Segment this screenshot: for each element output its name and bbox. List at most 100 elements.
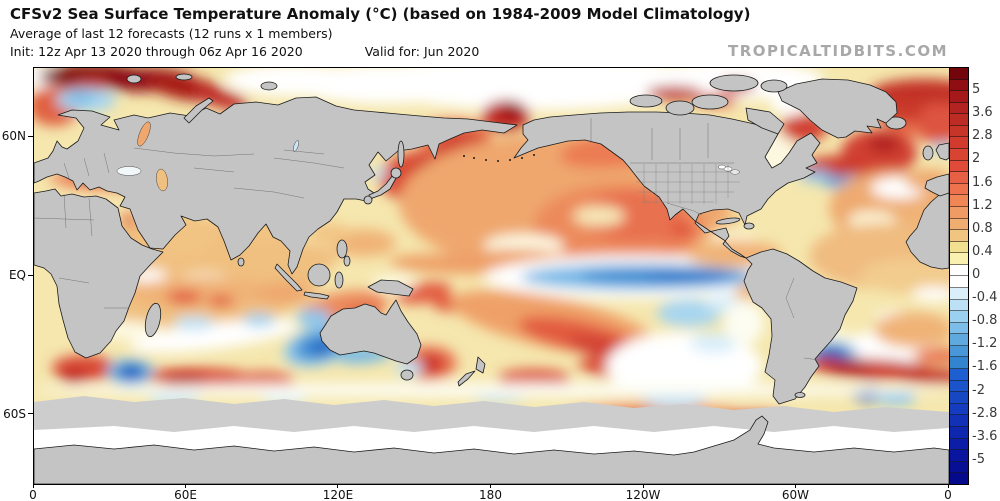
greenland (777, 78, 898, 139)
colorbar-segment (950, 125, 968, 138)
colorbar-segment (950, 380, 968, 393)
colorbar-segment (950, 403, 968, 416)
colorbar-tick-label: 5 (972, 82, 981, 98)
political-borders (34, 118, 820, 361)
black-sea (116, 166, 142, 176)
colorbar-segment (950, 392, 968, 404)
colorbar-labels: 5 3.6 2.8 2 1.6 1.2 0.8 0.4 0 -0.4 -0.8 -1.2 -1.6 -2 -… (972, 67, 1000, 483)
colorbar-segment (950, 345, 968, 358)
colorbar-segment (950, 218, 968, 231)
world-map (34, 68, 949, 484)
australia (319, 299, 422, 365)
colorbar-tick-label: 2 (972, 151, 981, 167)
arctic-island (760, 79, 788, 93)
britain (935, 142, 949, 161)
colorbar-tick-label: 3.6 (972, 105, 993, 121)
colorbar-segment (950, 172, 968, 184)
colorbar-segment (950, 102, 968, 115)
victoria-island (665, 100, 695, 116)
baltic-sea (137, 121, 151, 147)
antarctica (34, 415, 949, 484)
novaya-zemlya (183, 97, 214, 124)
colorbar-tick-label: -2 (972, 382, 985, 398)
arctic-island (629, 94, 663, 108)
colorbar-tick-label: -5 (972, 452, 985, 468)
colorbar-tick-label: 0.8 (972, 220, 993, 236)
ellesmere (709, 74, 759, 92)
colorbar-segment (950, 253, 968, 265)
init-valid-row: Init: 12z Apr 13 2020 through 06z Apr 16… (10, 44, 479, 59)
tropicaltidbits-watermark: TROPICALTIDBITS.COM (728, 42, 948, 60)
kyushu (363, 195, 373, 205)
colorbar-segment (950, 450, 968, 462)
cuba (715, 217, 741, 225)
colorbar-segment (950, 473, 968, 484)
hokkaido (390, 167, 402, 179)
colorbar-tick-label: -3.6 (972, 428, 998, 444)
colorbar-segment (950, 114, 968, 126)
colorbar-segment (950, 241, 968, 254)
arctic-island (691, 94, 729, 110)
sumatra (274, 263, 303, 292)
colorbar-tick-label: -0.8 (972, 313, 998, 329)
iberia (924, 173, 949, 197)
svalbard (126, 74, 142, 84)
landmasses (34, 73, 949, 405)
colorbar-segment (950, 149, 968, 161)
page-title: CFSv2 Sea Surface Temperature Anomaly (°… (10, 5, 751, 23)
new-zealand-north (475, 356, 486, 374)
colorbar-segment (950, 91, 968, 103)
borneo (307, 263, 331, 287)
colorbar-tick-label: -1.2 (972, 336, 998, 352)
severnaya-zemlya (260, 81, 278, 91)
colorbar-segment (950, 276, 968, 288)
tasmania (400, 369, 414, 381)
lat-axis: 60N EQ 60S (0, 67, 33, 483)
africa (34, 188, 164, 359)
inland-waters (116, 121, 740, 192)
sakhalin (397, 140, 405, 168)
ireland (922, 145, 934, 161)
sri-lanka (237, 257, 245, 267)
colorbar-segment (950, 160, 968, 173)
colorbar-segment (950, 79, 968, 92)
colorbar-segment (950, 322, 968, 335)
colorbar-tick-label: 0.4 (972, 244, 993, 260)
colorbar-segment (950, 461, 968, 474)
colorbar-segment (950, 438, 968, 451)
world-map-panel (33, 67, 950, 485)
sulawesi (334, 271, 344, 289)
colorbar-tick-label: -0.4 (972, 290, 998, 306)
colorbar-segment (950, 195, 968, 207)
valid-label: Valid for: Jun 2020 (364, 44, 480, 59)
new-guinea (367, 279, 414, 297)
colorbar-segment (950, 183, 968, 196)
africa-west-bulge (905, 189, 949, 270)
colorbar-tick-label: -1.6 (972, 359, 998, 375)
java (303, 291, 330, 300)
sea-ice-band (34, 396, 949, 432)
hispaniola (743, 222, 755, 230)
lake-baikal (293, 140, 299, 152)
colorbar-segment (950, 415, 968, 427)
falklands (794, 392, 806, 398)
colorbar-tick-label: -2.8 (972, 405, 998, 421)
colorbar-tick-label: 1.6 (972, 174, 993, 190)
colorbar (949, 67, 969, 485)
colorbar-segment (950, 230, 968, 242)
colorbar-tick-label: 0 (972, 267, 981, 283)
lon-axis: 0 60E 120E 180 120W 60W 0 (29, 484, 952, 501)
us-state-lines (636, 164, 740, 204)
colorbar-tick-label: 1.2 (972, 197, 993, 213)
colorbar-segment (950, 206, 968, 219)
ensemble-subtitle: Average of last 12 forecasts (12 runs x … (10, 26, 333, 41)
caspian-sea (156, 168, 168, 192)
eurasia (34, 96, 518, 275)
philippines-south (343, 255, 351, 267)
south-america (743, 248, 858, 405)
franz-josef (175, 73, 193, 81)
colorbar-tick-label: 2.8 (972, 128, 993, 144)
baffin-island (745, 107, 785, 135)
colorbar-segment (950, 137, 968, 150)
